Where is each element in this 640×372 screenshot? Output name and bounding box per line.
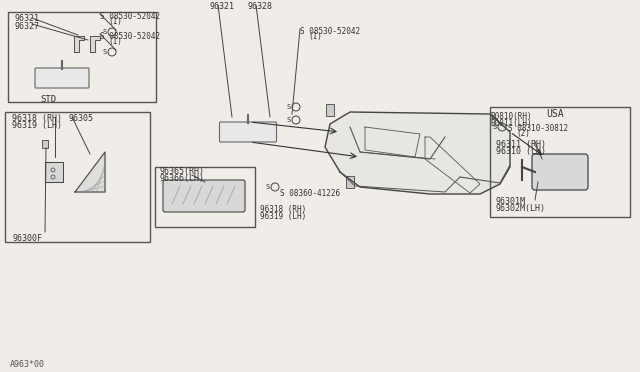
Text: 96305: 96305	[68, 114, 93, 123]
Text: S: S	[287, 117, 291, 123]
Text: 96311 (RH): 96311 (RH)	[496, 140, 546, 149]
Text: S: S	[103, 49, 107, 55]
Bar	[346, 176, 354, 188]
FancyBboxPatch shape	[35, 68, 89, 88]
Bar	[5, 112, 150, 242]
Polygon shape	[74, 36, 84, 52]
Text: 96302M(LH): 96302M(LH)	[496, 204, 546, 213]
Text: S: S	[103, 29, 107, 35]
Text: 96321: 96321	[14, 14, 39, 23]
Bar	[490, 107, 630, 217]
Bar	[42, 140, 48, 148]
FancyBboxPatch shape	[532, 154, 588, 190]
Bar	[8, 12, 156, 102]
FancyBboxPatch shape	[220, 122, 276, 142]
Text: S 08360-41226: S 08360-41226	[280, 189, 340, 198]
Polygon shape	[45, 162, 63, 182]
Text: B0811(LH): B0811(LH)	[490, 119, 532, 128]
Polygon shape	[325, 112, 510, 194]
Text: S 08530-52042: S 08530-52042	[100, 32, 160, 41]
Polygon shape	[165, 182, 245, 207]
Text: (1): (1)	[308, 32, 322, 41]
Text: B0810(RH): B0810(RH)	[490, 112, 532, 121]
Text: 96328: 96328	[248, 2, 273, 11]
FancyBboxPatch shape	[163, 180, 245, 212]
Text: 96300F: 96300F	[12, 234, 42, 243]
Text: S: S	[287, 104, 291, 110]
Text: 96318 (RH): 96318 (RH)	[260, 205, 307, 214]
Text: (1): (1)	[108, 17, 122, 26]
Text: 96310 (LH): 96310 (LH)	[496, 147, 546, 156]
Text: 96301M: 96301M	[496, 197, 526, 206]
Text: 96327: 96327	[14, 22, 39, 31]
Text: S 08310-30812: S 08310-30812	[508, 124, 568, 133]
Text: 96318 (RH): 96318 (RH)	[12, 114, 62, 123]
Text: USA: USA	[546, 109, 564, 119]
Text: (2): (2)	[516, 129, 530, 138]
Polygon shape	[75, 152, 105, 192]
Text: S: S	[266, 184, 270, 190]
Bar	[326, 104, 334, 116]
Bar	[155, 167, 255, 227]
Text: A963*00: A963*00	[10, 360, 45, 369]
Text: 96319 (LH): 96319 (LH)	[260, 212, 307, 221]
Text: 96365(RH): 96365(RH)	[160, 167, 205, 176]
Text: 96366(LH): 96366(LH)	[160, 174, 205, 183]
Text: (1): (1)	[108, 37, 122, 46]
Text: S 08530-52042: S 08530-52042	[300, 27, 360, 36]
Text: S: S	[493, 124, 497, 130]
Polygon shape	[90, 36, 100, 52]
Text: S 08530-52042: S 08530-52042	[100, 12, 160, 21]
Text: 96321: 96321	[210, 2, 235, 11]
Text: STD: STD	[40, 95, 56, 104]
Text: 96319 (LH): 96319 (LH)	[12, 121, 62, 130]
